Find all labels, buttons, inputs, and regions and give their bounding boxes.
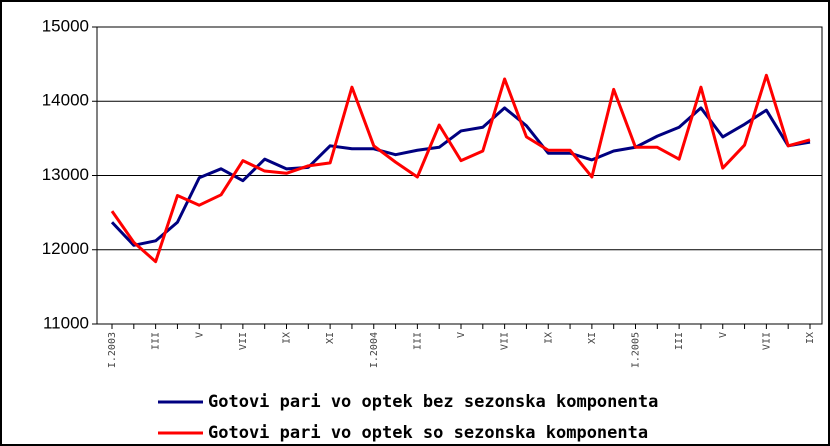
y-tick-label: 14000	[42, 91, 89, 110]
x-tick-label: V	[718, 332, 729, 338]
x-tick-label: V	[456, 332, 467, 338]
y-tick-label: 13000	[42, 165, 89, 184]
x-tick-label: XI	[587, 332, 598, 344]
x-tick-label: III	[412, 332, 423, 350]
legend-label: Gotovi pari vo optek bez sezonska kompon…	[208, 392, 658, 412]
x-tick-label: III	[151, 332, 162, 350]
x-tick-label: I.2003	[107, 332, 118, 368]
x-tick-label: VII	[761, 332, 772, 350]
x-tick-label: IX	[543, 332, 554, 344]
y-tick-label: 15000	[42, 16, 89, 35]
legend-label: Gotovi pari vo optek so sezonska kompone…	[208, 423, 648, 443]
x-tick-label: IX	[805, 332, 816, 344]
x-tick-label: VII	[500, 332, 511, 350]
y-tick-label: 12000	[42, 239, 89, 258]
x-tick-label: III	[674, 332, 685, 350]
y-tick-label: 11000	[43, 313, 89, 332]
x-tick-label: V	[194, 332, 205, 338]
x-tick-label: XI	[325, 332, 336, 344]
x-tick-label: I.2004	[369, 332, 380, 368]
series-line	[110, 73, 811, 264]
x-tick-label: IX	[282, 332, 293, 344]
x-tick-label: VII	[238, 332, 249, 350]
x-tick-label: I.2005	[631, 332, 642, 368]
